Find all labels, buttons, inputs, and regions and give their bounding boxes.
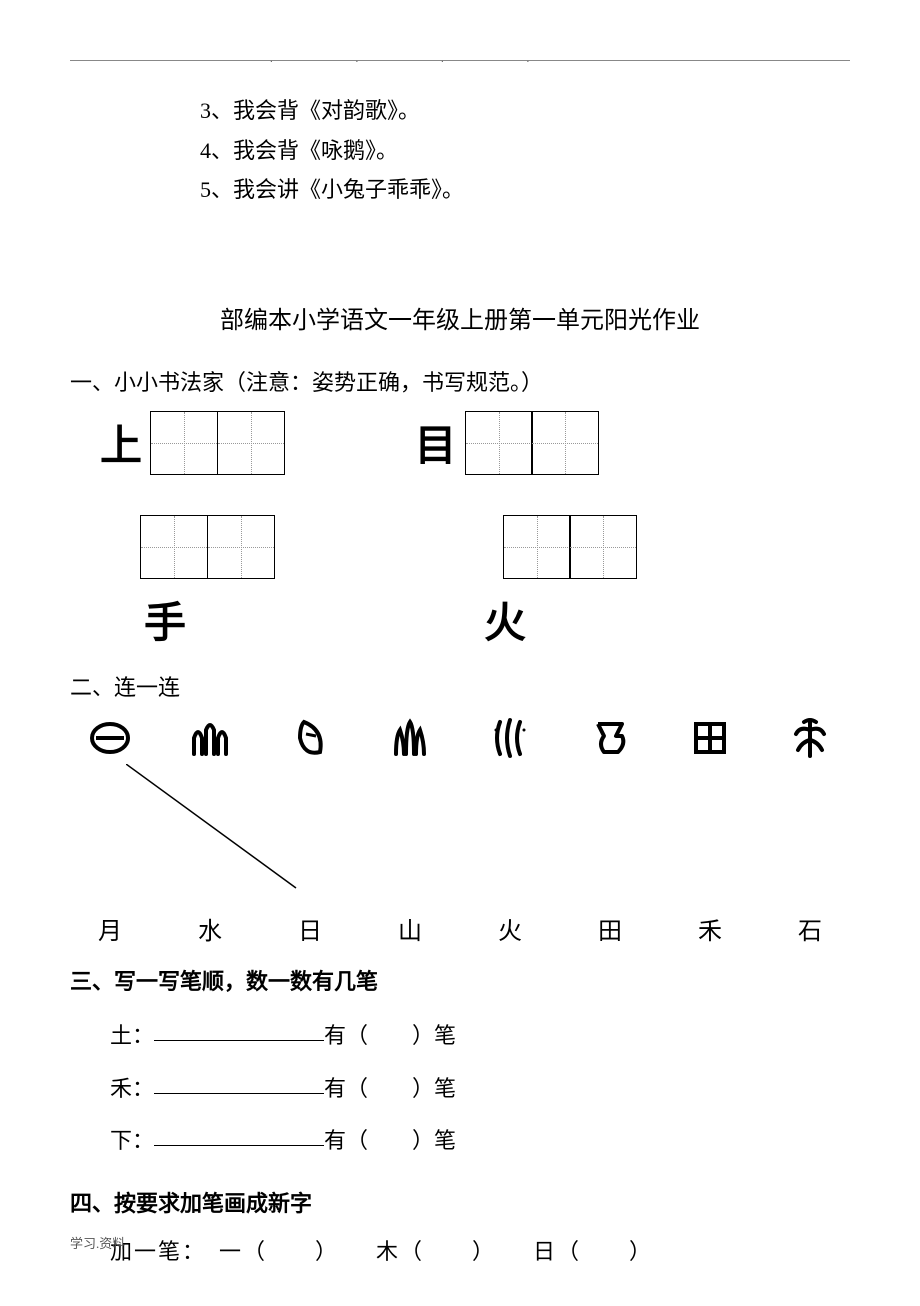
tian-grid [150, 411, 285, 475]
writing-row-1: 上 目 [100, 411, 850, 475]
top-list: 3、我会背《对韵歌》。 4、我会背《咏鹅》。 5、我会讲《小兔子乖乖》。 [200, 91, 850, 210]
stroke-char: 下 [110, 1128, 132, 1153]
target-char[interactable]: 石 [790, 911, 830, 946]
tian-cell[interactable] [217, 411, 285, 475]
water-oracle-icon[interactable] [480, 716, 540, 765]
section4-heading: 四、按要求加笔画成新字 [70, 1186, 850, 1218]
writing-group [503, 515, 638, 579]
writing-group: 上 [100, 411, 285, 475]
tian-cell[interactable] [140, 515, 208, 579]
tian-cell[interactable] [569, 515, 637, 579]
target-char[interactable]: 日 [290, 911, 330, 946]
stroke-block: 土：有（ ）笔 禾：有（ ）笔 下：有（ ）笔 [110, 1010, 850, 1168]
section3-heading: 三、写一写笔顺，数一数有几笔 [70, 964, 850, 996]
list-item: 4、我会背《咏鹅》。 [200, 131, 850, 171]
list-item: 5、我会讲《小兔子乖乖》。 [200, 170, 850, 210]
section1-heading: 一、小小书法家（注意：姿势正确，书写规范。） [70, 365, 850, 397]
tian-grid [503, 515, 638, 579]
header-rule: . . . . [70, 60, 850, 61]
stroke-row: 禾：有（ ）笔 [110, 1063, 850, 1116]
field-oracle-icon[interactable] [680, 716, 740, 765]
matching-area: 月 水 日 山 火 田 禾 石 [70, 716, 850, 946]
writing-group [140, 515, 283, 579]
target-char[interactable]: 田 [590, 911, 630, 946]
practice-char: 目 [415, 412, 457, 473]
practice-char: 上 [100, 412, 142, 473]
stroke-tail: 有（ ）笔 [324, 1128, 456, 1153]
tian-cell[interactable] [503, 515, 571, 579]
tian-grid [465, 411, 600, 475]
tian-cell[interactable] [207, 515, 275, 579]
stroke-char: 禾 [110, 1076, 132, 1101]
tian-cell[interactable] [150, 411, 218, 475]
list-item: 3、我会背《对韵歌》。 [200, 91, 850, 131]
stroke-tail: 有（ ）笔 [324, 1023, 456, 1048]
target-char[interactable]: 月 [90, 911, 130, 946]
worksheet-title: 部编本小学语文一年级上册第一单元阳光作业 [70, 300, 850, 335]
tian-cell[interactable] [465, 411, 533, 475]
stroke-row: 土：有（ ）笔 [110, 1010, 850, 1063]
sun-oracle-icon[interactable] [80, 716, 140, 765]
stroke-char: 土 [110, 1023, 132, 1048]
stone-oracle-icon[interactable] [580, 716, 640, 765]
add-stroke-line: 加一笔： 一（ ） 木（ ） 日（ ） [110, 1234, 850, 1266]
target-char-row: 月 水 日 山 火 田 禾 石 [70, 911, 850, 946]
page: . . . . 3、我会背《对韵歌》。 4、我会背《咏鹅》。 5、我会讲《小兔子… [0, 0, 920, 1306]
writing-group: 目 [415, 411, 600, 475]
match-line [126, 764, 326, 894]
writing-row-2 [100, 515, 850, 579]
header-dots: . . . . [270, 53, 569, 65]
pictograph-row [70, 716, 850, 765]
target-char[interactable]: 火 [490, 911, 530, 946]
mountain-oracle-icon[interactable] [180, 716, 240, 765]
stroke-blank[interactable] [154, 1093, 324, 1094]
stroke-tail: 有（ ）笔 [324, 1076, 456, 1101]
tian-grid [140, 515, 275, 579]
target-char[interactable]: 山 [390, 911, 430, 946]
moon-oracle-icon[interactable] [280, 716, 340, 765]
section2-heading: 二、连一连 [70, 670, 850, 702]
stroke-blank[interactable] [154, 1145, 324, 1146]
grain-oracle-icon[interactable] [780, 716, 840, 765]
stroke-blank[interactable] [154, 1040, 324, 1041]
target-char[interactable]: 水 [190, 911, 230, 946]
target-char[interactable]: 禾 [690, 911, 730, 946]
writing-row-2-labels: 手 火 [100, 589, 850, 650]
fire-oracle-icon[interactable] [380, 716, 440, 765]
practice-char: 手 [144, 589, 186, 650]
stroke-row: 下：有（ ）笔 [110, 1115, 850, 1168]
tian-cell[interactable] [531, 411, 599, 475]
footer-text: 学习.资料 [70, 1233, 125, 1252]
practice-char: 火 [484, 589, 526, 650]
